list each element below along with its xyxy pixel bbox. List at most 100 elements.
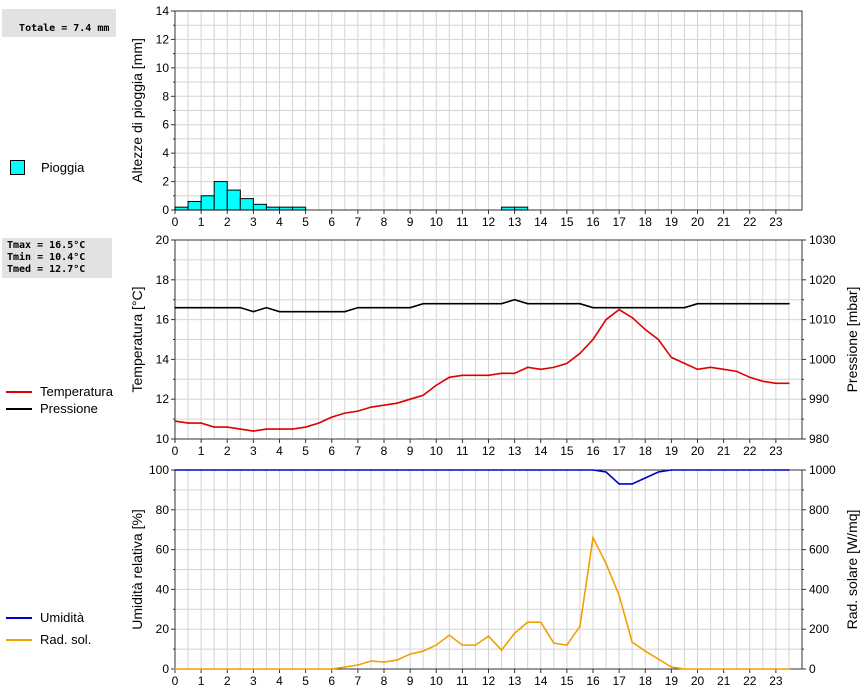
data-point (330, 416, 333, 418)
data-point (553, 302, 555, 305)
legend-humidity-swatch (6, 616, 32, 619)
y-tick-label: 16 (156, 313, 170, 327)
data-point (683, 362, 686, 365)
data-point (513, 632, 516, 634)
data-point (487, 302, 490, 305)
legend-temperature: Temperatura (6, 384, 113, 399)
x-tick-label: 2 (224, 674, 231, 688)
rain-bar (292, 206, 307, 211)
x-tick-label: 21 (717, 444, 731, 458)
legend-rain-label: Pioggia (41, 160, 85, 175)
data-point (487, 374, 490, 377)
x-tick-label: 10 (430, 215, 444, 229)
data-point (383, 661, 385, 663)
x-tick-label: 14 (534, 444, 548, 458)
x-tick-label: 4 (276, 674, 283, 688)
x-tick-label: 1 (198, 215, 205, 229)
data-point (644, 650, 647, 652)
x-tick-label: 5 (302, 215, 309, 229)
x-tick-label: 11 (456, 215, 469, 229)
data-point (304, 426, 307, 428)
data-point (539, 621, 542, 624)
data-point (631, 483, 633, 485)
data-point (775, 668, 777, 670)
data-point (291, 310, 294, 313)
series-line-umidit- (175, 469, 789, 485)
x-tick-label: 23 (769, 674, 783, 688)
rain-bar (514, 206, 529, 211)
data-point (670, 469, 673, 471)
x-tick-label: 23 (769, 444, 783, 458)
data-point (722, 668, 725, 670)
data-point (709, 302, 712, 305)
legend-pressure: Pressione (6, 401, 98, 416)
x-tick-label: 15 (560, 674, 574, 688)
y-tick-label: 14 (156, 4, 170, 18)
x-tick-label: 19 (665, 444, 679, 458)
data-point (370, 306, 372, 309)
data-point (670, 306, 673, 309)
legend-solar-swatch (6, 638, 32, 641)
data-point (187, 668, 189, 670)
data-point (513, 372, 516, 375)
data-point (304, 668, 307, 670)
data-point (592, 536, 594, 539)
y-tick-label: 100 (149, 463, 169, 477)
x-tick-label: 8 (381, 215, 388, 229)
legend-pressure-label: Pressione (40, 401, 98, 416)
rain-bar (187, 200, 202, 211)
data-point (513, 298, 516, 301)
data-point (435, 302, 438, 305)
legend-humidity: Umidità (6, 610, 84, 625)
data-point (474, 374, 477, 377)
x-tick-label: 19 (665, 215, 679, 229)
data-point (174, 420, 176, 422)
x-tick-label: 13 (508, 215, 522, 229)
data-point (775, 302, 777, 305)
data-point (357, 306, 359, 309)
legend-solar-label: Rad. sol. (40, 632, 92, 647)
data-point (526, 621, 529, 624)
data-point (448, 634, 451, 636)
x-tick-label: 23 (769, 215, 783, 229)
x-tick-label: 18 (639, 674, 653, 688)
rain-bar (226, 189, 241, 211)
data-point (187, 306, 189, 309)
x-tick-label: 22 (743, 674, 757, 688)
data-point (722, 302, 725, 305)
data-point (644, 306, 647, 309)
y-tick-label: 40 (156, 582, 170, 596)
x-tick-label: 11 (456, 674, 469, 688)
data-point (357, 664, 359, 666)
y-right-tick-label: 400 (809, 582, 829, 596)
y-right-axis-label: Pressione [mbar] (844, 287, 860, 393)
data-point (618, 308, 620, 311)
legend-rain-swatch (10, 160, 25, 175)
series-line-pressione (175, 298, 789, 313)
x-tick-label: 16 (586, 215, 600, 229)
data-point (409, 306, 411, 309)
y-tick-label: 10 (156, 61, 170, 75)
legend-temperature-swatch (6, 390, 32, 393)
data-point (448, 376, 451, 379)
x-tick-label: 8 (381, 444, 388, 458)
x-tick-label: 3 (250, 215, 257, 229)
x-tick-label: 18 (639, 215, 653, 229)
y-tick-label: 20 (156, 233, 170, 247)
data-point (226, 306, 229, 309)
data-point (618, 594, 620, 597)
y-axis-label: Umidità relativa [%] (129, 509, 145, 630)
data-point (605, 318, 607, 321)
x-tick-label: 7 (355, 215, 362, 229)
rain-bar (252, 203, 267, 211)
y-tick-label: 10 (156, 432, 170, 446)
data-point (579, 625, 581, 628)
x-tick-label: 2 (224, 215, 231, 229)
data-point (239, 668, 242, 670)
series-line-temperatura (174, 308, 789, 432)
x-tick-label: 9 (407, 674, 414, 688)
y-right-tick-label: 600 (809, 543, 829, 557)
data-point (500, 372, 503, 375)
rain-bar (501, 206, 516, 211)
